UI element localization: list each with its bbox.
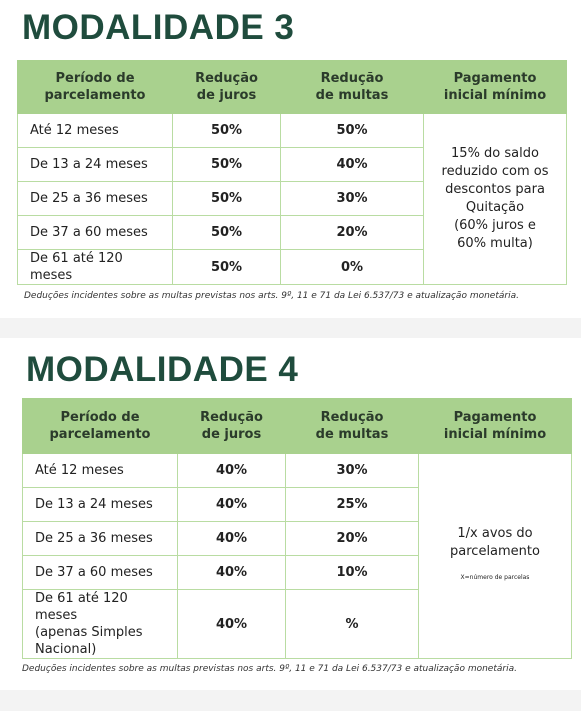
period-cell: De 61 até 120 meses (apenas Simples Nacion… — [22, 589, 178, 659]
text-line: parcelamento — [49, 427, 151, 442]
value-cell: 20% — [285, 521, 419, 556]
header-cell: Redução de juros — [177, 398, 286, 454]
row: De 25 a 36 meses 40% 20% — [22, 521, 572, 556]
period-cell: De 13 a 24 meses — [22, 487, 178, 522]
value-cell: 0% — [280, 249, 424, 285]
value-cell: % — [285, 589, 419, 659]
text-line: De 61 até 120 meses — [30, 251, 123, 283]
text-line: inicial mínimo — [443, 88, 547, 103]
payment-note: X=número de parcelas — [460, 574, 530, 581]
row: Até 12 meses 50% 50% 15% do saldo reduzido c… — [17, 113, 567, 285]
text-line: 15% do saldo — [451, 146, 539, 161]
text-line: De 37 a 60 meses — [30, 225, 148, 240]
header-cell: Pagamento inicial mínimo — [418, 398, 572, 454]
value-cell: 40% — [177, 521, 286, 556]
text-line: Redução — [195, 71, 258, 86]
footnote: Deduções incidentes sobre as multas prev… — [24, 291, 519, 301]
text-line: De 25 a 36 meses — [35, 531, 153, 546]
value-cell: 50% — [172, 249, 281, 285]
header-cell: Redução de multas — [285, 398, 419, 454]
text-line: Nacional) — [35, 642, 97, 657]
value-cell: 50% — [172, 215, 281, 250]
period-cell: De 61 até 120 meses — [17, 249, 173, 285]
text-line: (apenas Simples — [35, 625, 143, 640]
period-cell: De 25 a 36 meses — [17, 181, 173, 216]
text-line: inicial mínimo — [443, 427, 547, 442]
value-cell: 30% — [285, 453, 419, 488]
value-cell: 40% — [177, 453, 286, 488]
section-title: MODALIDADE 4 — [26, 350, 299, 389]
period-cell: De 37 a 60 meses — [17, 215, 173, 250]
header-cell: Pagamento inicial mínimo — [423, 60, 567, 114]
value-cell: 30% — [280, 181, 424, 216]
row: De 13 a 24 meses 50% 40% — [17, 147, 567, 182]
text-line: reduzido com os — [441, 164, 549, 179]
table: Período de parcelamento Redução de juros Red… — [17, 60, 567, 285]
value-cell: 25% — [285, 487, 419, 522]
payment-cell: 1/x avos do parcelamento X=número de parce… — [418, 453, 572, 659]
text-line: De 13 a 24 meses — [30, 157, 148, 172]
header-cell: Redução de juros — [172, 60, 281, 114]
period-cell: Até 12 meses — [17, 113, 173, 148]
value-cell: 50% — [172, 147, 281, 182]
period-cell: De 13 a 24 meses — [17, 147, 173, 182]
row: De 37 a 60 meses 50% 20% — [17, 215, 567, 250]
table: Período de parcelamento Redução de juros Red… — [22, 398, 572, 659]
text-line: Pagamento — [453, 71, 537, 86]
text-line: Período de — [60, 410, 140, 425]
value-cell: 50% — [172, 181, 281, 216]
period-cell: De 25 a 36 meses — [22, 521, 178, 556]
text-line: Pagamento — [453, 410, 537, 425]
text-line: Período de — [55, 71, 135, 86]
section: MODALIDADE 3 Período de parcelamento Reduçã… — [0, 0, 581, 318]
payment-cell: 15% do saldo reduzido com os descontos par… — [423, 113, 567, 285]
text-line: De 13 a 24 meses — [35, 497, 153, 512]
header-cell: Período de parcelamento — [22, 398, 178, 454]
text-line: 60% multa) — [457, 236, 533, 251]
row: De 37 a 60 meses 40% 10% — [22, 555, 572, 590]
value-cell: 40% — [177, 555, 286, 590]
header-row: Período de parcelamento Redução de juros Red… — [22, 398, 572, 454]
text-line: Até 12 meses — [35, 463, 124, 478]
row: De 61 até 120 meses (apenas Simples Nacion… — [22, 589, 572, 659]
text-line: Redução — [200, 410, 263, 425]
text-line: 1/x avos do — [457, 526, 533, 541]
header-cell: Redução de multas — [280, 60, 424, 114]
section: MODALIDADE 4 Período de parcelamento Reduçã… — [0, 338, 581, 690]
text-line: de juros — [201, 427, 262, 442]
section-title: MODALIDADE 3 — [22, 8, 295, 47]
text-line: de juros — [196, 88, 257, 103]
value-cell: 10% — [285, 555, 419, 590]
text-line: parcelamento — [450, 544, 540, 559]
text-line: Redução — [320, 410, 384, 425]
text-line: de multas — [315, 427, 389, 442]
value-cell: 50% — [280, 113, 424, 148]
text-line: De 25 a 36 meses — [30, 191, 148, 206]
row: De 25 a 36 meses 50% 30% — [17, 181, 567, 216]
header-row: Período de parcelamento Redução de juros Red… — [17, 60, 567, 114]
text-line: Quitação — [465, 200, 525, 215]
footnote: Deduções incidentes sobre as multas prev… — [22, 664, 517, 674]
value-cell: 40% — [280, 147, 424, 182]
text-line: Até 12 meses — [30, 123, 119, 138]
text-line: De 61 até 120 meses — [35, 591, 128, 623]
value-cell: 40% — [177, 589, 286, 659]
text-line: parcelamento — [44, 88, 146, 103]
row: De 13 a 24 meses 40% 25% — [22, 487, 572, 522]
value-cell: 40% — [177, 487, 286, 522]
text-line: De 37 a 60 meses — [35, 565, 153, 580]
period-cell: De 37 a 60 meses — [22, 555, 178, 590]
period-cell: Até 12 meses — [22, 453, 178, 488]
row: Até 12 meses 40% 30% 1/x avos do parcelament… — [22, 453, 572, 659]
text-line: de multas — [315, 88, 389, 103]
text-line: descontos para — [445, 182, 545, 197]
value-cell: 20% — [280, 215, 424, 250]
value-cell: 50% — [172, 113, 281, 148]
text-line: (60% juros e — [454, 218, 536, 233]
header-cell: Período de parcelamento — [17, 60, 173, 114]
text-line: Redução — [320, 71, 384, 86]
row: De 61 até 120 meses 50% 0% — [17, 249, 567, 285]
